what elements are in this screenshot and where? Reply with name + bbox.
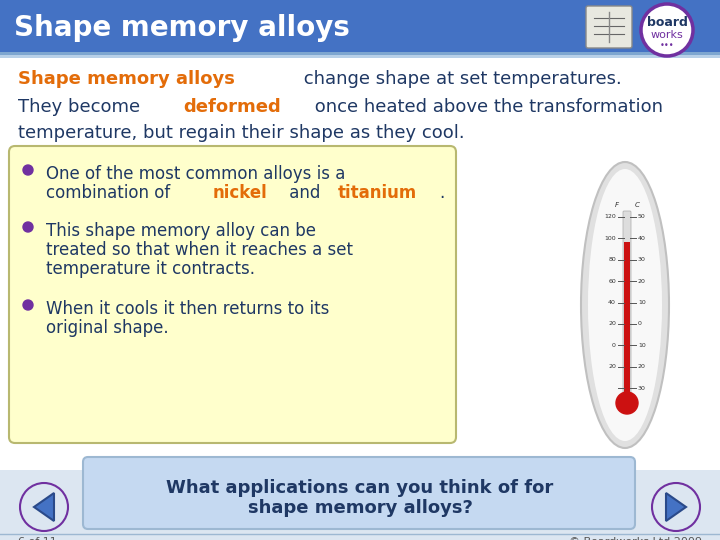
Text: © Boardworks Ltd 2009: © Boardworks Ltd 2009 <box>569 537 702 540</box>
Text: 30: 30 <box>638 386 646 390</box>
Text: titanium: titanium <box>338 184 417 202</box>
Text: .: . <box>440 184 445 202</box>
Circle shape <box>20 483 68 531</box>
FancyBboxPatch shape <box>0 52 720 55</box>
Text: combination of: combination of <box>46 184 176 202</box>
FancyBboxPatch shape <box>623 211 631 394</box>
Text: board: board <box>647 16 688 29</box>
Circle shape <box>23 300 33 310</box>
Text: 10: 10 <box>638 343 646 348</box>
Text: 10: 10 <box>638 300 646 305</box>
Text: 6 of 11: 6 of 11 <box>18 537 57 540</box>
Text: 30: 30 <box>638 257 646 262</box>
Text: treated so that when it reaches a set: treated so that when it reaches a set <box>46 241 353 259</box>
Text: shape memory alloys?: shape memory alloys? <box>248 499 472 517</box>
Circle shape <box>652 483 700 531</box>
Text: once heated above the transformation: once heated above the transformation <box>309 98 663 116</box>
Text: temperature, but regain their shape as they cool.: temperature, but regain their shape as t… <box>18 124 464 142</box>
Text: 20: 20 <box>638 279 646 284</box>
Ellipse shape <box>581 162 669 448</box>
Text: 20: 20 <box>638 364 646 369</box>
Text: F: F <box>615 202 619 208</box>
Text: 50: 50 <box>638 214 646 219</box>
Text: 20: 20 <box>608 364 616 369</box>
FancyBboxPatch shape <box>83 457 635 529</box>
Text: One of the most common alloys is a: One of the most common alloys is a <box>46 165 346 183</box>
Polygon shape <box>34 493 54 521</box>
Text: works: works <box>651 30 683 40</box>
FancyBboxPatch shape <box>586 6 632 48</box>
Text: 80: 80 <box>608 257 616 262</box>
Text: nickel: nickel <box>213 184 268 202</box>
Text: •••: ••• <box>660 40 675 50</box>
Text: What applications can you think of for: What applications can you think of for <box>166 479 554 497</box>
Circle shape <box>23 165 33 175</box>
Text: 20: 20 <box>608 321 616 326</box>
Text: deformed: deformed <box>183 98 281 116</box>
Text: C: C <box>634 202 639 208</box>
FancyBboxPatch shape <box>0 55 720 58</box>
Text: original shape.: original shape. <box>46 319 168 337</box>
Text: This shape memory alloy can be: This shape memory alloy can be <box>46 222 316 240</box>
Circle shape <box>23 222 33 232</box>
Text: temperature it contracts.: temperature it contracts. <box>46 260 255 278</box>
Circle shape <box>616 392 638 414</box>
Text: Shape memory alloys: Shape memory alloys <box>14 14 350 42</box>
Text: They become: They become <box>18 98 146 116</box>
FancyBboxPatch shape <box>624 242 630 393</box>
Circle shape <box>641 4 693 56</box>
Ellipse shape <box>588 169 662 441</box>
Text: 120: 120 <box>604 214 616 219</box>
FancyBboxPatch shape <box>0 58 720 476</box>
Text: and: and <box>284 184 325 202</box>
Text: 40: 40 <box>608 300 616 305</box>
Text: Shape memory alloys: Shape memory alloys <box>18 70 235 88</box>
FancyBboxPatch shape <box>0 0 720 52</box>
Text: 40: 40 <box>638 236 646 241</box>
FancyBboxPatch shape <box>0 470 720 540</box>
Text: 0: 0 <box>612 343 616 348</box>
Polygon shape <box>666 493 686 521</box>
FancyBboxPatch shape <box>9 146 456 443</box>
Text: 60: 60 <box>608 279 616 284</box>
Text: 0: 0 <box>638 321 642 326</box>
Text: When it cools it then returns to its: When it cools it then returns to its <box>46 300 329 318</box>
Text: change shape at set temperatures.: change shape at set temperatures. <box>298 70 621 88</box>
Text: 100: 100 <box>604 236 616 241</box>
